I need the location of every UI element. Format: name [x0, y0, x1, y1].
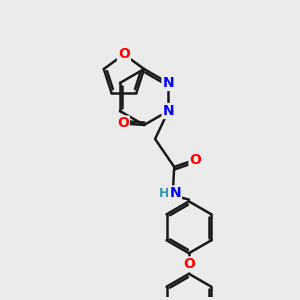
Text: N: N — [163, 104, 174, 118]
Text: O: O — [117, 116, 129, 130]
Text: O: O — [190, 153, 201, 166]
Text: H: H — [159, 187, 169, 200]
Text: N: N — [163, 76, 174, 90]
Text: N: N — [169, 186, 181, 200]
Text: O: O — [118, 47, 130, 61]
Text: O: O — [183, 257, 195, 272]
